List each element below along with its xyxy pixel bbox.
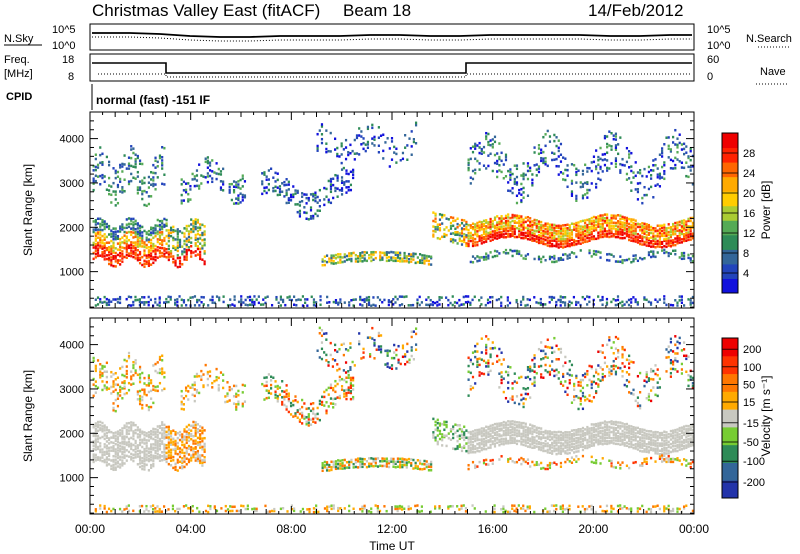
- colorbar-tick-label: 12: [743, 228, 755, 240]
- y-tick-label: 1000: [60, 267, 84, 279]
- power-colorbar-label: Power [dB]: [759, 181, 773, 240]
- colorbar-segment: [722, 220, 738, 236]
- nsky-label: N.Sky: [4, 33, 34, 45]
- velocity-colorbar: 200 100 50 15 -15 -50 -100 -200: [721, 337, 765, 499]
- colorbar-segment: [722, 249, 738, 265]
- freq-label-1: Freq.: [4, 54, 30, 66]
- power-panel-frame: [90, 112, 694, 308]
- colorbar-segment: [722, 147, 738, 163]
- colorbar-segment: [722, 176, 738, 192]
- nsearch-label: N.Search: [746, 33, 792, 45]
- power-y-label: Slant Range [km]: [21, 164, 35, 256]
- nsky-tick-bottom: 10^0: [52, 40, 76, 52]
- colorbar-tick-label: 15: [743, 397, 755, 409]
- colorbar-tick-label: 16: [743, 208, 755, 220]
- velocity-colorbar-label: Velocity [m s⁻¹]: [759, 375, 773, 456]
- colorbar-segment: [722, 263, 738, 279]
- velocity-y-label: Slant Range [km]: [21, 370, 35, 462]
- x-tick-label: 08:00: [276, 522, 306, 536]
- colorbar-segment: [722, 355, 738, 375]
- nave-tick-top: 60: [707, 54, 719, 66]
- colorbar-tick-label: 200: [743, 344, 761, 356]
- colorbar-segment: [722, 373, 738, 392]
- colorbar-tick-label: 50: [743, 379, 755, 391]
- x-tick-label: 20:00: [578, 522, 608, 536]
- y-tick-label: 3000: [60, 178, 84, 190]
- colorbar-segment: [722, 234, 738, 250]
- colorbar-segment: [722, 391, 738, 410]
- nsky-panel: [89, 23, 695, 51]
- velocity-axis-ticks: 1000 2000 3000 4000: [60, 317, 695, 514]
- y-tick-label: 2000: [60, 428, 84, 440]
- power-heatmap-cells: [92, 121, 695, 307]
- x-tick-label: 00:00: [75, 522, 105, 536]
- colorbar-tick-label: 24: [743, 168, 755, 180]
- power-colorbar: 28 24 20 16 12 8 4: [721, 132, 755, 294]
- nsky-tick-top: 10^5: [52, 24, 76, 36]
- velocity-panel: 1000 2000 3000 4000 Slant Range [km]: [21, 317, 695, 515]
- freq-tick-top: 18: [62, 54, 74, 66]
- colorbar-segment: [722, 133, 738, 149]
- freq-panel: [89, 53, 695, 82]
- colorbar-tick-label: 20: [743, 188, 755, 200]
- freq-trace: [92, 62, 692, 74]
- y-tick-label: 1000: [60, 473, 84, 485]
- colorbar-tick-label: 28: [743, 148, 755, 160]
- velocity-heatmap-cells: [92, 326, 695, 514]
- nave-label: Nave: [760, 66, 786, 78]
- nsearch-tick-top: 10^5: [707, 24, 731, 36]
- x-tick-label: 00:00: [679, 522, 709, 536]
- power-panel: 1000 2000 3000 4000 Slant Range [km]: [21, 111, 695, 309]
- colorbar-tick-label: -50: [743, 437, 759, 449]
- y-tick-label: 4000: [60, 134, 84, 146]
- beam-label: Beam 18: [343, 1, 411, 20]
- colorbar-tick-label: -200: [743, 477, 765, 489]
- colorbar-tick-label: 4: [743, 268, 749, 280]
- nave-tick-bottom: 0: [707, 71, 713, 83]
- y-tick-label: 3000: [60, 384, 84, 396]
- power-axis-ticks: 1000 2000 3000 4000: [60, 111, 695, 308]
- colorbar-segment: [722, 444, 738, 463]
- x-tick-label: 16:00: [478, 522, 508, 536]
- velocity-panel-frame: [90, 318, 694, 514]
- cpid-text: normal (fast) -151 IF: [96, 93, 210, 107]
- colorbar-segment: [722, 162, 738, 178]
- colorbar-tick-label: 100: [743, 362, 761, 374]
- station-title: Christmas Valley East (fitACF): [92, 1, 320, 20]
- freq-label-2: [MHz]: [4, 68, 33, 80]
- y-tick-label: 2000: [60, 222, 84, 234]
- cpid-label: CPID: [6, 91, 32, 103]
- nsearch-trace: [92, 36, 692, 42]
- colorbar-segment: [722, 338, 738, 357]
- y-tick-label: 4000: [60, 340, 84, 352]
- x-tick-label: 12:00: [377, 522, 407, 536]
- colorbar-tick-label: -100: [743, 456, 765, 468]
- date-label: 14/Feb/2012: [588, 1, 683, 20]
- colorbar-segment: [722, 191, 738, 207]
- x-axis-label: Time UT: [369, 539, 415, 553]
- colorbar-tick-label: -15: [743, 418, 759, 430]
- nave-trace: [98, 73, 692, 78]
- colorbar-segment: [722, 462, 738, 481]
- x-axis-tick-labels: 00:00 04:00 08:00 12:00 16:00 20:00 00:00: [75, 522, 709, 536]
- colorbar-tick-label: 8: [743, 248, 749, 260]
- colorbar-segment: [722, 409, 738, 428]
- colorbar-segment: [722, 426, 738, 446]
- colorbar-segment: [722, 278, 738, 294]
- x-tick-label: 04:00: [176, 522, 206, 536]
- colorbar-segment: [722, 480, 738, 499]
- freq-tick-bottom: 8: [68, 71, 74, 83]
- nsearch-tick-bottom: 10^0: [707, 40, 731, 52]
- nsky-trace: [92, 32, 692, 38]
